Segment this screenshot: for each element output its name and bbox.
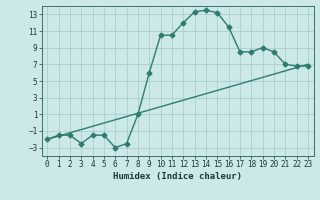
- X-axis label: Humidex (Indice chaleur): Humidex (Indice chaleur): [113, 172, 242, 181]
